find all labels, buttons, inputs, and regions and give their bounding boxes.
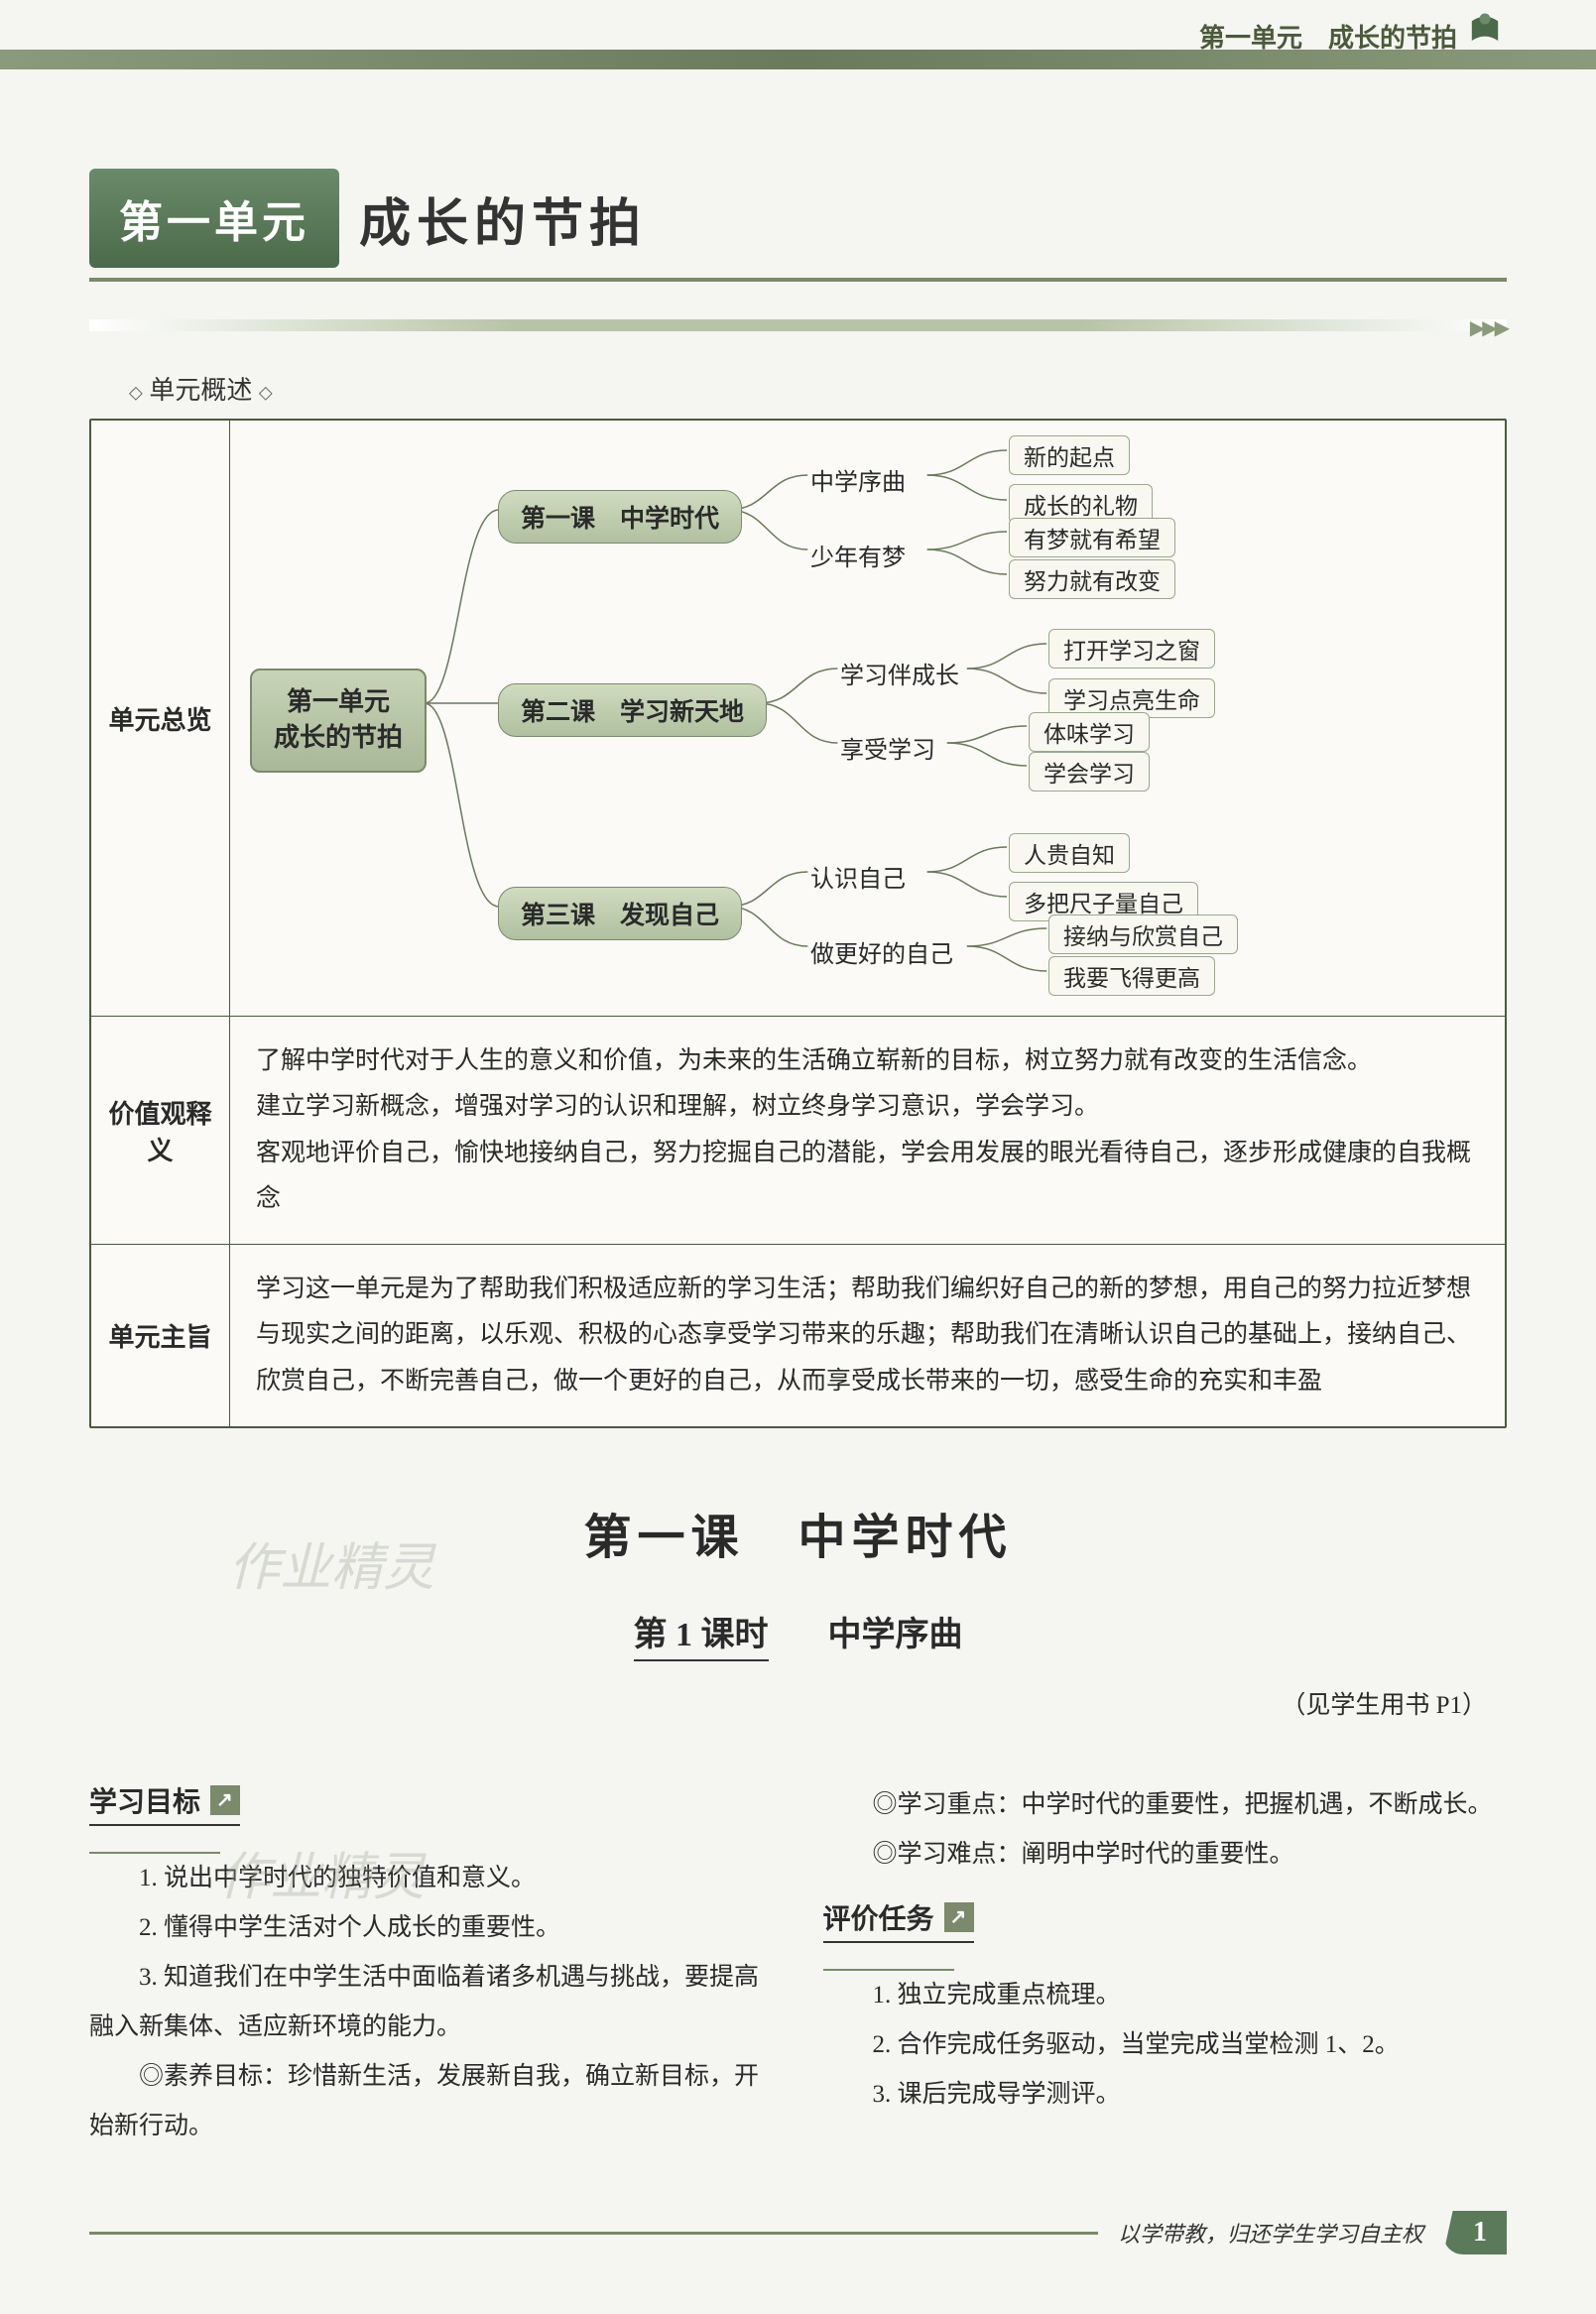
goal-item-1: 1. 说出中学时代的独特价值和意义。 (89, 1854, 774, 1903)
mm-leaf: 接纳与欣赏自己 (1048, 914, 1238, 954)
focus-zhongdian: ◎学习重点：中学时代的重要性，把握机遇，不断成长。 (823, 1780, 1508, 1830)
mm-leaf: 人贵自知 (1009, 833, 1130, 873)
tasks-heading: 评价任务 (823, 1897, 974, 1943)
focus-nandian: ◎学习难点：阐明中学时代的重要性。 (823, 1830, 1508, 1880)
mm-sub-1-1: 中学序曲 (810, 462, 906, 497)
mm-lesson-2: 第二课 学习新天地 (498, 683, 767, 737)
page-footer: 以学带教，归还学生学习自主权 1 (89, 2211, 1507, 2254)
overview-row-values: 价值观释义 了解中学时代对于人生的意义和价值，为未来的生活确立崭新的目标，树立努… (91, 1017, 1505, 1245)
right-column: ◎学习重点：中学时代的重要性，把握机遇，不断成长。 ◎学习难点：阐明中学时代的重… (823, 1780, 1508, 2151)
reference-note: （见学生用书 P1） (89, 1685, 1487, 1721)
period-number: 第 1 课时 (634, 1607, 769, 1661)
mindmap-container: 第一单元成长的节拍 第一课 中学时代 第二课 学习新天地 第三课 发现自己 中学… (230, 421, 1505, 1016)
values-line-2: 建立学习新概念，增强对学习的认识和理解，树立终身学习意识，学会学习。 (256, 1084, 1479, 1130)
task-item-1: 1. 独立完成重点梳理。 (823, 1971, 1508, 2020)
values-row-label: 价值观释义 (91, 1017, 230, 1244)
two-column-layout: 学习目标 1. 说出中学时代的独特价值和意义。 2. 懂得中学生活对个人成长的重… (89, 1780, 1507, 2151)
mm-sub-1-2: 少年有梦 (810, 538, 906, 572)
mm-sub-2-1: 学习伴成长 (840, 656, 959, 690)
values-row-content: 了解中学时代对于人生的意义和价值，为未来的生活确立崭新的目标，树立努力就有改变的… (230, 1017, 1505, 1244)
overview-row-theme: 单元主旨 学习这一单元是为了帮助我们积极适应新的学习生活；帮助我们编织好自己的新… (91, 1245, 1505, 1426)
goals-heading: 学习目标 (89, 1780, 240, 1826)
task-item-2: 2. 合作完成任务驱动，当堂完成当堂检测 1、2。 (823, 2020, 1508, 2070)
book-icon (1463, 8, 1507, 52)
overview-box: 单元总览 (89, 419, 1507, 1428)
unit-title: 成长的节拍 (359, 182, 647, 256)
left-column: 学习目标 1. 说出中学时代的独特价值和意义。 2. 懂得中学生活对个人成长的重… (89, 1780, 774, 2151)
overview-row-mindmap: 单元总览 (91, 421, 1505, 1017)
goal-item-2: 2. 懂得中学生活对个人成长的重要性。 (89, 1903, 774, 1953)
suyang-goal: ◎素养目标：珍惜新生活，发展新自我，确立新目标，开始新行动。 (89, 2052, 774, 2151)
footer-motto: 以学带教，归还学生学习自主权 (1118, 2217, 1423, 2249)
header-breadcrumb: 第一单元 成长的节拍 (1199, 18, 1457, 55)
mm-root-line1: 第一单元 (287, 687, 390, 716)
footer-divider (89, 2232, 1098, 2235)
page-number: 1 (1443, 2211, 1507, 2254)
values-line-3: 客观地评价自己，愉快地接纳自己，努力挖掘自己的潜能，学会用发展的眼光看待自己，逐… (256, 1131, 1479, 1223)
overview-label: ◇ 单元概述 ◇ (129, 370, 1507, 407)
unit-underline (89, 278, 1507, 282)
mm-leaf: 新的起点 (1009, 435, 1130, 475)
decorative-arrows: ▶▶▶ (89, 315, 1507, 340)
mm-lesson-3: 第三课 发现自己 (498, 887, 742, 940)
mindmap-row-label: 单元总览 (91, 421, 230, 1016)
mm-leaf: 有梦就有希望 (1009, 518, 1175, 557)
mm-leaf: 打开学习之窗 (1048, 629, 1215, 669)
goals-heading-text: 学习目标 (89, 1780, 200, 1820)
mm-sub-2-2: 享受学习 (840, 730, 935, 765)
mm-sub-3-2: 做更好的自己 (810, 934, 953, 969)
task-item-3: 3. 课后完成导学测评。 (823, 2070, 1508, 2120)
overview-label-text: 单元概述 (149, 376, 252, 405)
theme-row-content: 学习这一单元是为了帮助我们积极适应新的学习生活；帮助我们编织好自己的新的梦想，用… (230, 1245, 1505, 1426)
arrow-icon (944, 1902, 974, 1932)
theme-row-label: 单元主旨 (91, 1245, 230, 1426)
mm-leaf: 学会学习 (1029, 752, 1150, 792)
mm-leaf: 体味学习 (1029, 712, 1150, 752)
unit-badge: 第一单元 (89, 169, 339, 268)
goal-item-3: 3. 知道我们在中学生活中面临着诸多机遇与挑战，要提高融入新集体、适应新环境的能… (89, 1953, 774, 2052)
lesson-heading: 第一课 中学时代 (89, 1498, 1507, 1567)
mm-lesson-1: 第一课 中学时代 (498, 490, 742, 544)
tasks-heading-text: 评价任务 (823, 1897, 934, 1937)
mm-root-line2: 成长的节拍 (274, 723, 403, 752)
mm-leaf: 我要飞得更高 (1048, 956, 1215, 996)
period-title: 中学序曲 (828, 1607, 963, 1655)
arrow-icon (210, 1785, 240, 1815)
period-heading: 第 1 课时 中学序曲 (89, 1607, 1507, 1661)
values-line-1: 了解中学时代对于人生的意义和价值，为未来的生活确立崭新的目标，树立努力就有改变的… (256, 1038, 1479, 1084)
mm-root: 第一单元成长的节拍 (250, 669, 427, 773)
mm-leaf: 努力就有改变 (1009, 559, 1175, 599)
unit-header: 第一单元 成长的节拍 (89, 169, 1507, 268)
mm-sub-3-1: 认识自己 (810, 859, 906, 894)
